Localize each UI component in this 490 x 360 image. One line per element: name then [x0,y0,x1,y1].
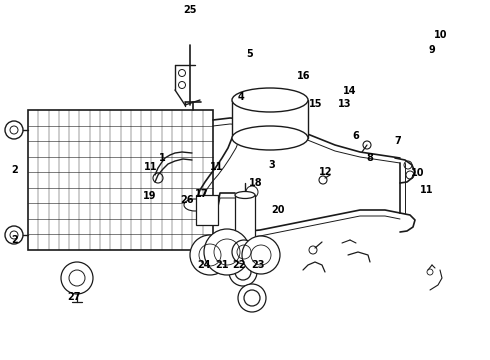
Text: 11: 11 [144,162,158,172]
Circle shape [309,246,317,254]
Text: 9: 9 [429,45,436,55]
Text: 10: 10 [434,30,448,40]
Circle shape [204,229,250,275]
Text: 19: 19 [143,191,157,201]
Ellipse shape [235,247,255,253]
Text: 22: 22 [232,260,246,270]
Ellipse shape [184,199,206,211]
Text: 26: 26 [180,195,194,205]
Text: 4: 4 [238,92,245,102]
Ellipse shape [232,126,308,150]
Circle shape [363,141,371,149]
Bar [232,100,308,138]
Text: 24: 24 [197,260,211,270]
Text: 16: 16 [297,71,311,81]
Text: 3: 3 [269,160,275,170]
Text: 6: 6 [353,131,359,141]
Text: 27: 27 [67,292,81,302]
Ellipse shape [235,192,255,198]
Circle shape [232,240,256,264]
Text: 8: 8 [367,153,373,163]
Text: 10: 10 [411,168,425,178]
Text: 15: 15 [309,99,323,109]
Text: 25: 25 [183,5,197,15]
Text: 2: 2 [12,235,19,245]
Text: 11: 11 [210,162,224,172]
Text: 23: 23 [251,260,265,270]
Text: 18: 18 [249,178,263,188]
Text: 17: 17 [195,189,209,199]
Text: 12: 12 [319,167,333,177]
Text: 7: 7 [394,136,401,146]
Circle shape [319,176,327,184]
Bar [235,195,255,250]
Text: 11: 11 [420,185,434,195]
Ellipse shape [232,88,308,112]
Circle shape [238,284,266,312]
Circle shape [242,236,280,274]
Text: 20: 20 [271,205,285,215]
Text: 13: 13 [338,99,352,109]
Text: 2: 2 [12,165,19,175]
Text: 14: 14 [343,86,357,96]
Text: 1: 1 [159,153,166,163]
Bar [28,110,213,250]
Bar [196,195,218,225]
Text: 21: 21 [215,260,229,270]
Circle shape [190,235,230,275]
Circle shape [229,258,257,286]
Text: 5: 5 [246,49,253,59]
